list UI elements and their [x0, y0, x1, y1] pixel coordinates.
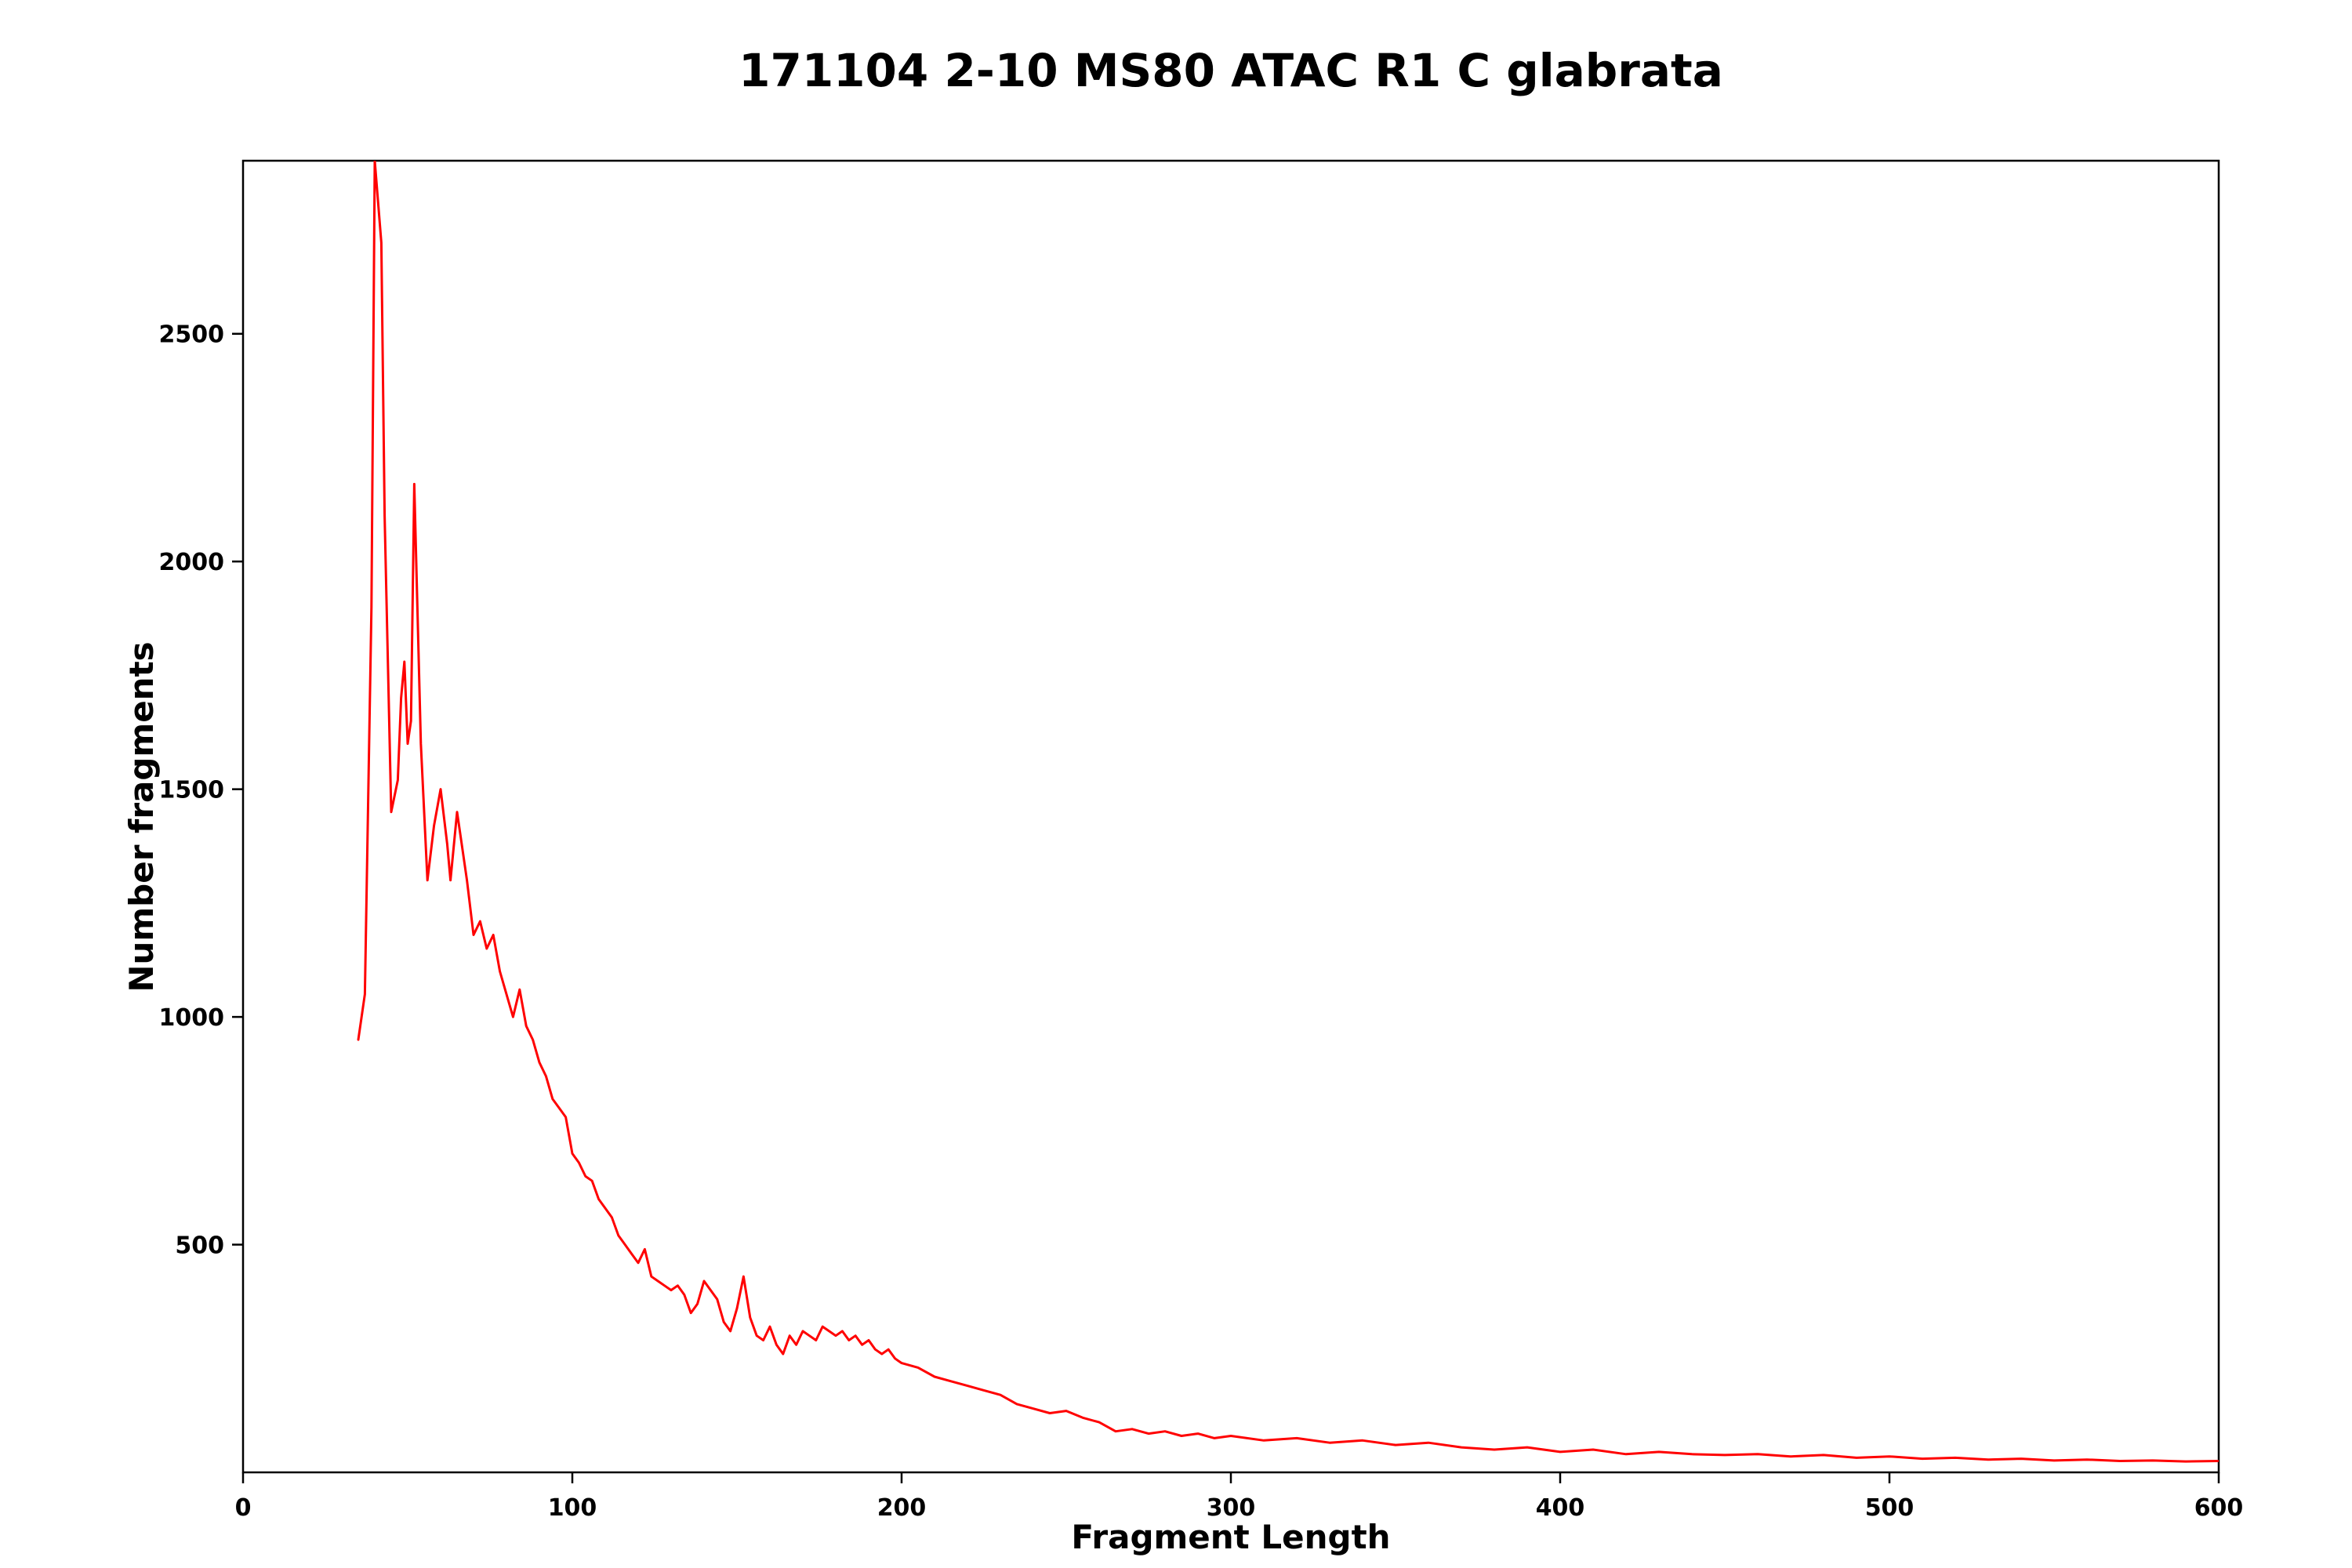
x-tick-label: 500	[1865, 1494, 1915, 1522]
y-tick-label: 1500	[159, 777, 225, 804]
x-tick-label: 200	[877, 1494, 927, 1522]
x-tick-label: 100	[548, 1494, 597, 1522]
x-tick-label: 300	[1207, 1494, 1256, 1522]
chart-title: 171104 2-10 MS80 ATAC R1 C glabrata	[739, 44, 1723, 97]
y-axis-label: Number fragments	[122, 641, 161, 992]
y-tick-label: 2500	[159, 321, 225, 349]
y-tick-label: 2000	[159, 549, 225, 576]
plot-area-border	[241, 159, 2220, 1474]
x-axis-label: Fragment Length	[1071, 1518, 1390, 1556]
plot-area	[357, 161, 2219, 1463]
y-tick-label: 500	[175, 1232, 224, 1260]
x-tick-label: 600	[2194, 1494, 2244, 1522]
y-tick-label: 1000	[159, 1004, 225, 1032]
x-axis-ticks: 0 100 200 300 400 500 600	[235, 1472, 2244, 1522]
x-tick-label: 0	[235, 1494, 252, 1522]
x-tick-label: 400	[1536, 1494, 1585, 1522]
data-line-series	[357, 161, 2219, 1463]
y-axis-ticks: 500 1000 1500 2000 2500	[159, 321, 243, 1260]
